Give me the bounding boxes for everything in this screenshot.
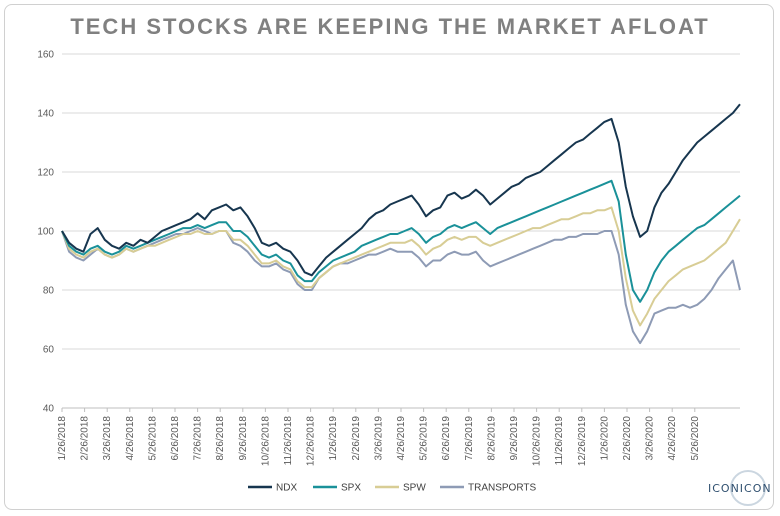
x-tick-label: 3/26/2020 <box>645 416 656 461</box>
x-tick-label: 7/26/2018 <box>193 416 204 461</box>
legend: NDX SPX SPW TRANSPORTS <box>248 483 536 494</box>
series-line-spx <box>61 179 741 303</box>
x-tick-label: 1/26/2020 <box>599 416 610 461</box>
y-tick-label: 140 <box>37 109 54 120</box>
brand-logo: ICONICON <box>708 482 772 495</box>
logo-mark <box>730 470 766 506</box>
x-tick-label: 7/26/2019 <box>464 416 475 461</box>
x-tick-label: 6/26/2019 <box>441 416 452 461</box>
x-tick-label: 8/26/2018 <box>215 416 226 461</box>
x-tick-label: 2/26/2020 <box>622 416 633 461</box>
chart-title: TECH STOCKS ARE KEEPING THE MARKET AFLOA… <box>70 14 710 39</box>
x-tick-label: 4/26/2018 <box>125 416 136 461</box>
x-tick-label: 3/26/2019 <box>373 416 384 461</box>
series-line-spw <box>61 206 741 327</box>
y-tick-label: 80 <box>43 286 55 297</box>
x-tick-label: 9/26/2018 <box>238 416 249 461</box>
series-line-ndx <box>61 103 741 277</box>
y-tick-label: 100 <box>37 227 54 238</box>
y-tick-label: 40 <box>43 404 55 415</box>
y-tick-label: 60 <box>43 345 55 356</box>
series-line-transports <box>61 227 741 345</box>
x-tick-label: 5/26/2019 <box>419 416 430 461</box>
x-tick-label: 11/26/2018 <box>283 416 294 466</box>
legend-label: TRANSPORTS <box>468 483 536 494</box>
x-tick-label: 4/26/2020 <box>667 416 678 461</box>
x-tick-label: 1/26/2018 <box>57 416 68 461</box>
x-tick-label: 2/26/2018 <box>80 416 91 461</box>
x-tick-label: 8/26/2019 <box>486 416 497 461</box>
x-tick-label: 9/26/2019 <box>509 416 520 461</box>
x-tick-label: 3/26/2018 <box>102 416 113 461</box>
x-tick-label: 10/26/2018 <box>260 416 271 466</box>
x-tick-label: 5/26/2020 <box>690 416 701 461</box>
x-tick-label: 12/26/2019 <box>577 416 588 466</box>
x-axis: 1/26/2018 2/26/2018 3/26/2018 4/26/2018 5/26… <box>57 407 740 466</box>
x-tick-label: 2/26/2019 <box>351 416 362 461</box>
x-tick-label: 10/26/2019 <box>532 416 543 466</box>
x-tick-label: 6/26/2018 <box>170 416 181 461</box>
legend-label: NDX <box>276 483 297 494</box>
x-tick-label: 12/26/2018 <box>306 416 317 466</box>
y-axis: 40 60 80 100 120 140 160 <box>37 50 54 415</box>
y-tick-label: 160 <box>37 50 54 61</box>
x-tick-label: 4/26/2019 <box>396 416 407 461</box>
gridlines <box>62 53 740 409</box>
chart-frame <box>4 4 774 510</box>
legend-label: SPX <box>341 483 361 494</box>
y-tick-label: 120 <box>37 168 54 179</box>
x-tick-label: 1/26/2019 <box>328 416 339 461</box>
legend-label: SPW <box>403 483 426 494</box>
x-tick-label: 5/26/2018 <box>147 416 158 461</box>
series-lines <box>61 103 741 345</box>
x-tick-label: 11/26/2019 <box>554 416 565 466</box>
